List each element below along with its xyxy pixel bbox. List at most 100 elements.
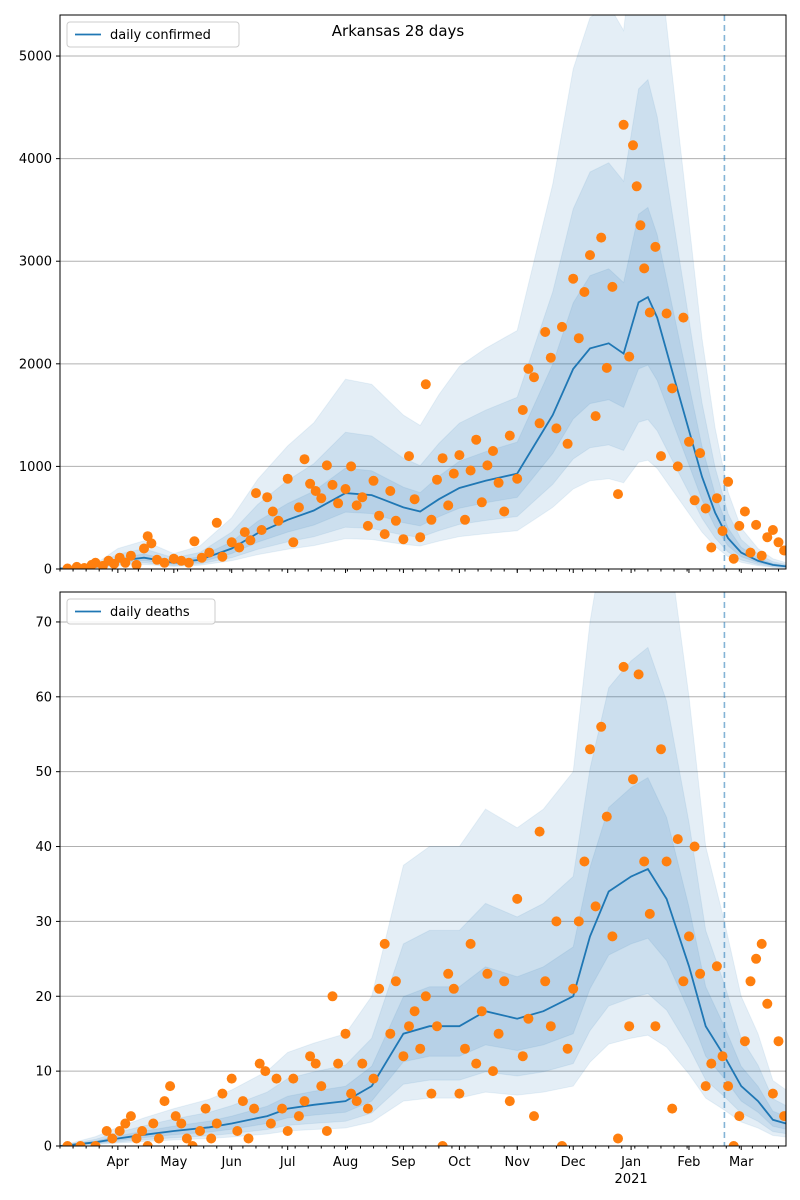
observation-point <box>206 1133 217 1144</box>
observation-point <box>779 545 786 556</box>
observation-point <box>420 991 431 1002</box>
observation-point <box>75 1141 86 1146</box>
observation-point <box>137 1126 148 1136</box>
observation-point <box>482 968 493 979</box>
observation-point <box>493 477 504 488</box>
observation-point <box>773 1036 784 1047</box>
legend: daily confirmed <box>66 21 240 48</box>
observation-point <box>545 1021 556 1032</box>
y-tick-label: 30 <box>35 915 52 930</box>
observation-point <box>288 537 299 548</box>
observation-point <box>596 721 607 732</box>
observation-point <box>540 327 551 337</box>
observation-point <box>159 1096 170 1107</box>
observation-point <box>628 774 638 785</box>
observation-point <box>700 503 711 514</box>
observation-point <box>493 1028 504 1039</box>
observation-point <box>476 497 487 508</box>
x-tick-label: Apr <box>107 1155 130 1170</box>
observation-point <box>661 856 672 867</box>
x-tick-label: Aug <box>333 1155 358 1170</box>
observation-point <box>404 1021 414 1032</box>
observation-point <box>745 547 756 558</box>
y-tick-label: 0 <box>44 1140 52 1155</box>
x-tick-label: Sep <box>391 1155 416 1170</box>
chart-panel-0: 0 1000 2000 3000 4000 5000 Arkansas 28 days dai… <box>19 14 787 578</box>
observation-point <box>390 515 401 526</box>
y-tick-label: 1000 <box>19 460 52 475</box>
observation-point <box>689 495 700 506</box>
observation-point <box>101 1126 112 1136</box>
observation-point <box>256 525 267 535</box>
observation-point <box>465 465 476 476</box>
observation-point <box>762 532 773 543</box>
observation-point <box>146 538 157 549</box>
y-tick-label: 40 <box>35 840 52 855</box>
legend-box <box>66 598 216 625</box>
observation-point <box>779 1111 786 1122</box>
observation-point <box>265 1118 276 1129</box>
observation-point <box>568 983 579 994</box>
observation-point <box>728 1141 739 1146</box>
observation-point <box>773 537 784 548</box>
observation-point <box>107 1133 118 1144</box>
observation-point <box>573 916 584 927</box>
observation-point <box>62 1141 73 1146</box>
observation-point <box>717 1051 728 1062</box>
observation-point <box>504 1096 515 1107</box>
observation-point <box>254 1058 265 1069</box>
observation-point <box>114 1126 125 1136</box>
observation-point <box>517 405 528 415</box>
observation-point <box>644 908 655 919</box>
observation-point <box>529 372 539 383</box>
observation-point <box>409 1006 420 1017</box>
legend: daily deaths <box>66 598 216 625</box>
observation-point <box>633 669 644 680</box>
observation-point <box>71 561 82 569</box>
observation-point <box>734 520 745 531</box>
observation-point <box>62 563 73 569</box>
observation-point <box>310 486 321 496</box>
observation-point <box>321 460 332 471</box>
y-tick-label: 0 <box>44 563 52 578</box>
legend-box <box>66 21 240 48</box>
observation-point <box>226 537 237 548</box>
x-tick-label: Jan <box>620 1155 641 1170</box>
observation-point <box>585 744 595 755</box>
observation-point <box>471 434 482 445</box>
observation-point <box>678 976 689 987</box>
y-tick-label: 20 <box>35 990 52 1005</box>
observation-point <box>340 1028 351 1039</box>
observation-point <box>523 1013 534 1024</box>
observation-point <box>689 841 700 852</box>
observation-point <box>321 1126 332 1136</box>
observation-point <box>739 506 750 517</box>
observation-point <box>148 1118 159 1129</box>
observation-point <box>551 423 562 434</box>
observation-point <box>368 1073 379 1084</box>
observation-point <box>534 418 545 429</box>
observation-point <box>656 744 666 755</box>
observation-point <box>245 535 256 546</box>
observation-point <box>460 1043 470 1054</box>
y-tick-label: 3000 <box>19 255 52 270</box>
observation-point <box>159 557 170 568</box>
observation-point <box>385 1028 396 1039</box>
observation-point <box>237 1096 248 1107</box>
observation-point <box>706 1058 717 1069</box>
observation-point <box>573 333 584 344</box>
observation-point <box>351 500 362 511</box>
observation-point <box>601 362 612 373</box>
observation-point <box>200 1103 211 1114</box>
observation-point <box>448 983 459 994</box>
observation-point <box>299 1096 310 1107</box>
observation-point <box>226 1073 237 1084</box>
observation-point <box>153 1133 164 1144</box>
y-tick-label: 70 <box>35 615 52 630</box>
observation-point <box>125 1111 136 1122</box>
observation-point <box>529 1111 539 1122</box>
chart-title: Arkansas 28 days <box>332 22 465 40</box>
observation-point <box>310 1058 321 1069</box>
observation-point <box>585 250 595 261</box>
